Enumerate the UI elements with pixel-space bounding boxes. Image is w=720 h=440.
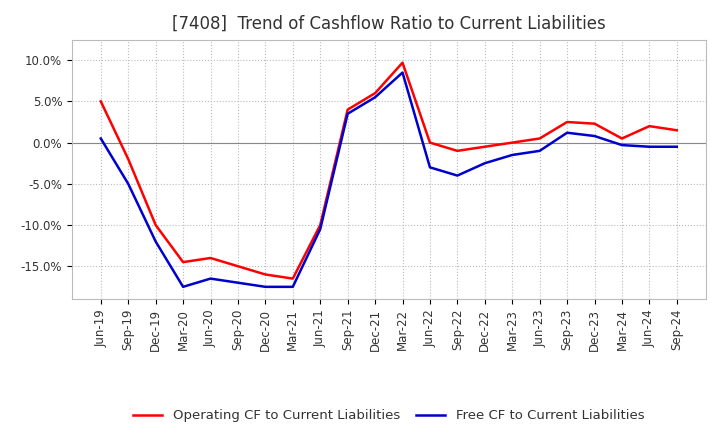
Operating CF to Current Liabilities (371, 91, 379, 96)
Free CF to Current Liabilities (563, 130, 572, 136)
Free CF to Current Liabilities (371, 95, 379, 100)
Operating CF to Current Liabilities (179, 260, 187, 265)
Free CF to Current Liabilities (508, 152, 516, 158)
Operating CF to Current Liabilities (453, 148, 462, 154)
Operating CF to Current Liabilities (398, 60, 407, 65)
Free CF to Current Liabilities (536, 148, 544, 154)
Operating CF to Current Liabilities (618, 136, 626, 141)
Operating CF to Current Liabilities (151, 222, 160, 227)
Free CF to Current Liabilities (124, 181, 132, 187)
Free CF to Current Liabilities (343, 111, 352, 117)
Line: Operating CF to Current Liabilities: Operating CF to Current Liabilities (101, 62, 677, 279)
Operating CF to Current Liabilities (672, 128, 681, 133)
Operating CF to Current Liabilities (206, 255, 215, 260)
Free CF to Current Liabilities (151, 239, 160, 244)
Free CF to Current Liabilities (645, 144, 654, 149)
Free CF to Current Liabilities (261, 284, 270, 290)
Operating CF to Current Liabilities (536, 136, 544, 141)
Line: Free CF to Current Liabilities: Free CF to Current Liabilities (101, 73, 677, 287)
Free CF to Current Liabilities (672, 144, 681, 149)
Free CF to Current Liabilities (590, 133, 599, 139)
Legend: Operating CF to Current Liabilities, Free CF to Current Liabilities: Operating CF to Current Liabilities, Fre… (128, 404, 649, 428)
Free CF to Current Liabilities (96, 136, 105, 141)
Operating CF to Current Liabilities (289, 276, 297, 281)
Free CF to Current Liabilities (289, 284, 297, 290)
Title: [7408]  Trend of Cashflow Ratio to Current Liabilities: [7408] Trend of Cashflow Ratio to Curren… (172, 15, 606, 33)
Operating CF to Current Liabilities (645, 124, 654, 129)
Operating CF to Current Liabilities (426, 140, 434, 145)
Operating CF to Current Liabilities (480, 144, 489, 149)
Free CF to Current Liabilities (426, 165, 434, 170)
Free CF to Current Liabilities (480, 161, 489, 166)
Operating CF to Current Liabilities (261, 272, 270, 277)
Free CF to Current Liabilities (206, 276, 215, 281)
Free CF to Current Liabilities (618, 143, 626, 148)
Operating CF to Current Liabilities (590, 121, 599, 126)
Operating CF to Current Liabilities (508, 140, 516, 145)
Free CF to Current Liabilities (453, 173, 462, 178)
Operating CF to Current Liabilities (233, 264, 242, 269)
Operating CF to Current Liabilities (316, 222, 325, 227)
Operating CF to Current Liabilities (343, 107, 352, 112)
Free CF to Current Liabilities (316, 227, 325, 232)
Free CF to Current Liabilities (233, 280, 242, 286)
Operating CF to Current Liabilities (96, 99, 105, 104)
Operating CF to Current Liabilities (124, 157, 132, 162)
Operating CF to Current Liabilities (563, 119, 572, 125)
Free CF to Current Liabilities (398, 70, 407, 75)
Free CF to Current Liabilities (179, 284, 187, 290)
